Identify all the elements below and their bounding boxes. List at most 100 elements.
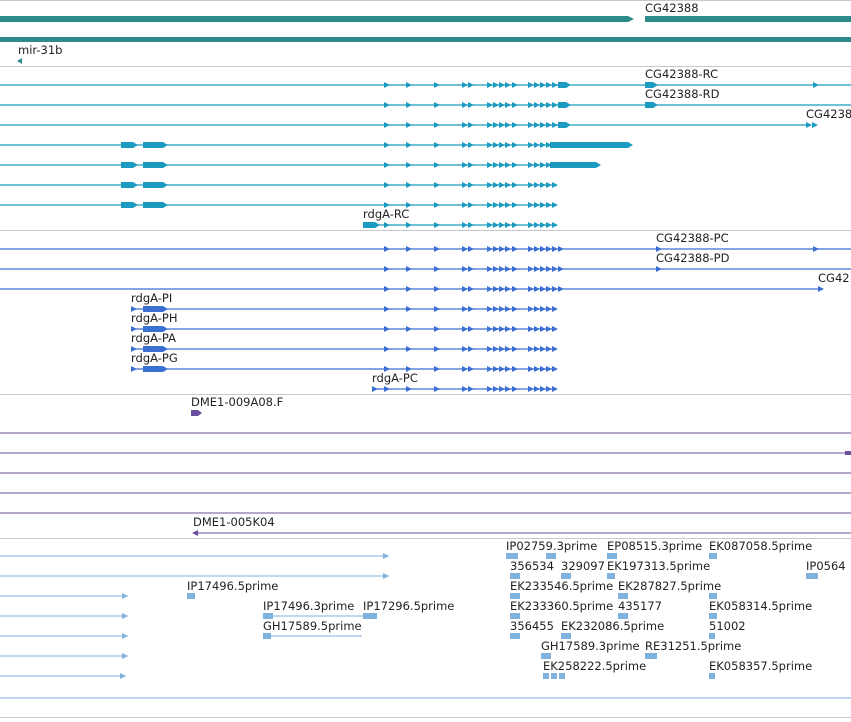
est-feature: [510, 593, 520, 599]
protein-row[interactable]: [131, 326, 558, 332]
est-row[interactable]: [0, 653, 657, 659]
exon-arrow: [534, 102, 540, 108]
exon-arrow: [462, 246, 468, 252]
exon-arrow: [534, 366, 540, 372]
exon-arrow: [462, 82, 468, 88]
exon-block-tip: [163, 306, 168, 312]
exon-arrow: [384, 366, 390, 372]
exon-arrow: [434, 142, 440, 148]
protein-row[interactable]: [131, 346, 558, 352]
exon-arrow: [546, 202, 552, 208]
protein-row[interactable]: [0, 266, 851, 272]
exon-arrow: [499, 222, 505, 228]
exon-arrow: [468, 326, 474, 332]
transcript-row[interactable]: [0, 182, 558, 188]
est-feature: [709, 673, 715, 679]
gene-mir-31b[interactable]: mir-31b: [17, 43, 62, 64]
exon-arrow: [528, 222, 534, 228]
clone-feature: [845, 451, 851, 455]
exon-arrow: [546, 162, 552, 168]
exon-arrow: [505, 286, 511, 292]
exon-block-tip: [163, 142, 168, 148]
exon-arrow: [462, 326, 468, 332]
exon-block: [143, 346, 163, 352]
transcript-rdga-rc[interactable]: [363, 222, 558, 228]
exon-arrow: [493, 326, 499, 332]
exon-arrow: [487, 266, 493, 272]
exon-arrow: [552, 82, 558, 88]
est-row[interactable]: [0, 573, 818, 579]
exon-arrow: [462, 266, 468, 272]
exon-arrow: [552, 366, 558, 372]
exon-arrow: [131, 306, 137, 312]
exon-block-tip: [566, 122, 571, 128]
exon-arrow: [372, 386, 378, 392]
protein-row[interactable]: [0, 286, 824, 292]
protein-label-cg42388-pc: CG42388-PC: [656, 231, 729, 245]
est-feature: [510, 633, 520, 639]
clone-label-dme1-005k04: DME1-005K04: [193, 515, 275, 529]
transcript-row[interactable]: [0, 142, 633, 148]
est-feature: [543, 673, 549, 679]
exon-arrow: [468, 266, 474, 272]
exon-arrow: [512, 162, 518, 168]
exon-arrow: [534, 162, 540, 168]
exon-arrow: [462, 202, 468, 208]
exon-arrow: [546, 246, 552, 252]
exon-block-tip: [163, 182, 168, 188]
transcript-row[interactable]: [0, 102, 851, 108]
exon-block-tip: [596, 162, 601, 168]
exon-arrow: [534, 346, 540, 352]
protein-rows: [0, 246, 851, 392]
exon-arrow: [528, 306, 534, 312]
exon-arrow: [540, 266, 546, 272]
protein-row[interactable]: [0, 246, 851, 252]
gene-cg42388[interactable]: CG42388: [0, 1, 851, 22]
est-label: GH17589.5prime: [263, 619, 362, 633]
exon-arrow: [528, 346, 534, 352]
protein-row[interactable]: [131, 306, 558, 312]
exon-arrow: [384, 286, 390, 292]
gene-bar-long[interactable]: [0, 37, 851, 42]
protein-row[interactable]: [372, 386, 558, 392]
exon-arrow: [468, 246, 474, 252]
exon-arrow: [552, 102, 558, 108]
est-label: IP0564: [806, 559, 846, 573]
clone-feature[interactable]: [191, 410, 202, 416]
exon-arrow: [552, 246, 558, 252]
exon-arrow: [406, 142, 412, 148]
exon-arrow: [505, 82, 511, 88]
est-row[interactable]: [0, 673, 715, 679]
transcript-row[interactable]: [0, 162, 601, 168]
est-row[interactable]: [0, 553, 717, 559]
exon-arrow: [462, 142, 468, 148]
exon-arrow: [528, 386, 534, 392]
exon-arrow: [406, 326, 412, 332]
exon-block: [558, 82, 566, 88]
est-label: EK058314.5prime: [709, 599, 812, 613]
exon-arrow: [534, 202, 540, 208]
exon-block: [645, 82, 653, 88]
exon-arrow: [528, 266, 534, 272]
exon-arrow: [505, 346, 511, 352]
exon-block-tip: [163, 162, 168, 168]
transcript-label-cg4238: CG4238: [806, 107, 851, 121]
exon-arrow: [512, 326, 518, 332]
exon-arrow: [462, 222, 468, 228]
exon-block: [121, 142, 133, 148]
exon-arrow: [406, 222, 412, 228]
exon-arrow: [487, 286, 493, 292]
protein-row[interactable]: [131, 366, 558, 372]
est-arrow: [383, 573, 389, 579]
gene-arrow: [17, 58, 22, 64]
transcript-row[interactable]: [0, 122, 818, 128]
transcript-row[interactable]: [0, 82, 851, 88]
transcript-row[interactable]: [0, 202, 558, 208]
exon-arrow: [806, 122, 812, 128]
exon-arrow: [534, 386, 540, 392]
exon-arrow: [540, 386, 546, 392]
exon-arrow: [499, 306, 505, 312]
est-row[interactable]: [0, 593, 717, 599]
exon-arrow: [505, 162, 511, 168]
exon-arrow: [493, 266, 499, 272]
